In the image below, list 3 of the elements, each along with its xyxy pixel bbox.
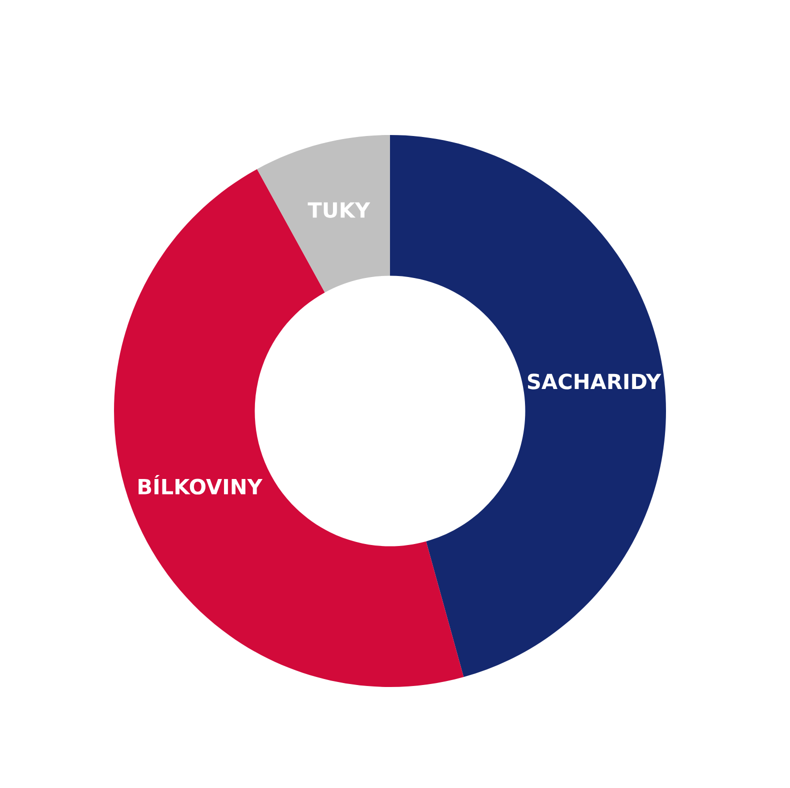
- slice-label: TUKY: [308, 202, 370, 218]
- slice-label: BÍLKOVINY: [138, 474, 263, 495]
- slice-label: SACHARIDY: [528, 374, 662, 390]
